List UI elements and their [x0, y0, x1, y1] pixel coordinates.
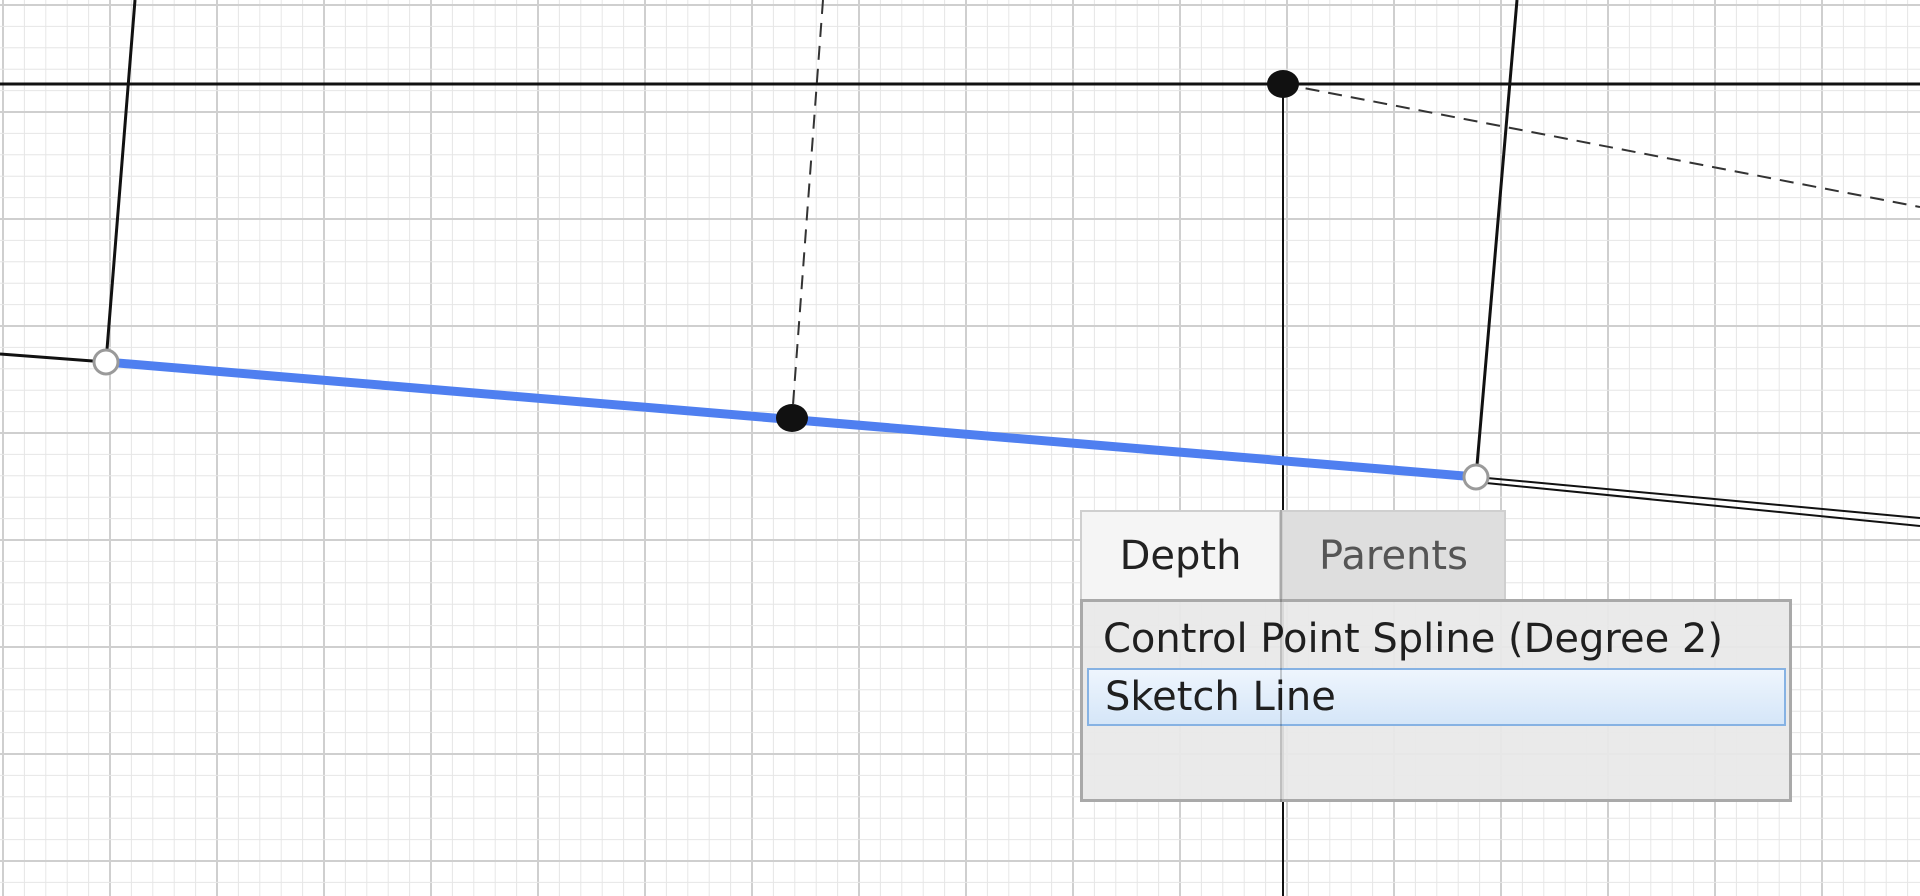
tab-parents[interactable]: Parents	[1281, 510, 1506, 600]
right-extension-line-a[interactable]	[1475, 476, 1920, 519]
control-point-mid[interactable]	[776, 404, 808, 432]
selection-list: Control Point Spline (Degree 2) Sketch L…	[1080, 599, 1792, 802]
dashed-control-line-right	[1282, 83, 1920, 208]
control-point-top[interactable]	[1267, 70, 1299, 98]
line-endpoint-left[interactable]	[92, 348, 120, 376]
dashed-control-line-vertical	[791, 0, 824, 419]
line-endpoint-right[interactable]	[1462, 463, 1490, 491]
tab-depth[interactable]: Depth	[1080, 510, 1281, 600]
list-item-control-point-spline[interactable]: Control Point Spline (Degree 2)	[1103, 616, 1723, 662]
right-extension-line-b[interactable]	[1475, 481, 1920, 527]
selection-popup: Depth Parents Control Point Spline (Degr…	[1080, 510, 1792, 802]
right-slanted-sketch-line[interactable]	[1474, 0, 1519, 478]
left-extension-line[interactable]	[0, 352, 107, 364]
left-slanted-sketch-line[interactable]	[104, 0, 137, 363]
list-item-sketch-line[interactable]: Sketch Line	[1087, 668, 1786, 726]
